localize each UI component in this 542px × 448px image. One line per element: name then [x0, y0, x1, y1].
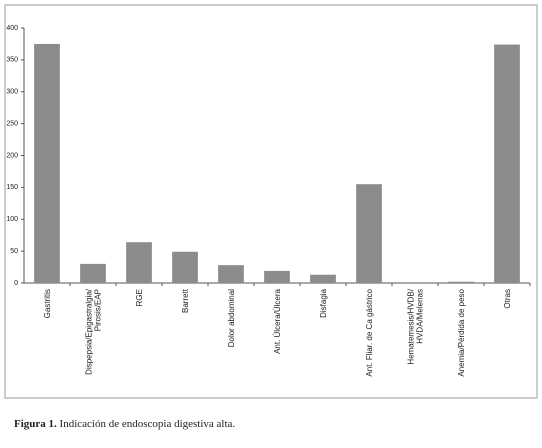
x-tick-label: RGE: [135, 289, 144, 306]
x-tick-label: Otras: [503, 289, 512, 309]
x-tick-label: Barrett: [181, 288, 190, 313]
x-tick-label-line: RGE: [135, 289, 144, 306]
bar: [80, 263, 106, 283]
x-tick-label-line: Dolor abdominal: [227, 289, 236, 347]
x-tick-label-line: Gastritis: [43, 289, 52, 318]
x-tick-label-line: Disfagia: [319, 288, 328, 317]
x-tick-label-line: Barrett: [181, 288, 190, 313]
x-tick-label: Dispepsia/Epigastralgia/Pirosis/EAP: [85, 288, 103, 375]
y-tick-label: 0: [14, 280, 18, 287]
bar: [494, 44, 520, 284]
x-tick-label-line: Dispepsia/Epigastralgia/: [85, 288, 94, 375]
chart-frame: [4, 4, 538, 399]
caption-text: Indicación de endoscopia digestiva alta.: [60, 418, 236, 430]
y-tick-label: 100: [6, 216, 18, 223]
bar: [264, 270, 290, 283]
bar: [356, 184, 382, 283]
x-tick-label-line: Pirosis/EAP: [94, 289, 103, 331]
x-tick-label: Gastritis: [43, 289, 52, 318]
y-tick-label: 400: [6, 25, 18, 32]
x-tick-label: Hematemesis/HVDB/HVDA/Melenas: [407, 288, 425, 364]
y-tick-label: 350: [6, 57, 18, 64]
x-tick-label-line: HVDA/Melenas: [416, 289, 425, 344]
x-tick-label: Ant. Fliar. de Ca gástrico: [365, 288, 374, 376]
y-tick-label: 250: [6, 120, 18, 127]
caption: Figura 1. Indicación de endoscopia diges…: [14, 418, 235, 430]
x-tick-label: Dolor abdominal: [227, 289, 236, 347]
y-tick-label: 300: [6, 89, 18, 96]
bar: [34, 43, 60, 283]
y-tick-label: 150: [6, 184, 18, 191]
caption-label: Figura 1.: [14, 418, 57, 430]
x-tick-label-line: Hematemesis/HVDB/: [407, 288, 416, 364]
bar: [310, 274, 336, 283]
x-tick-label-line: Ant. Úlcera/Úlcera: [273, 288, 282, 353]
x-tick-label-line: Ant. Fliar. de Ca gástrico: [365, 288, 374, 376]
bar: [218, 265, 244, 283]
y-tick-label: 50: [10, 248, 18, 255]
bar: [448, 281, 474, 283]
x-tick-label: Anemia/Pérdida de peso: [457, 288, 466, 376]
x-tick-label-line: Otras: [503, 289, 512, 309]
y-tick-label: 200: [6, 152, 18, 159]
bar: [126, 242, 152, 283]
x-tick-label-line: Anemia/Pérdida de peso: [457, 288, 466, 376]
x-tick-label: Ant. Úlcera/Úlcera: [273, 288, 282, 353]
x-tick-label: Disfagia: [319, 288, 328, 317]
bar: [172, 251, 198, 283]
